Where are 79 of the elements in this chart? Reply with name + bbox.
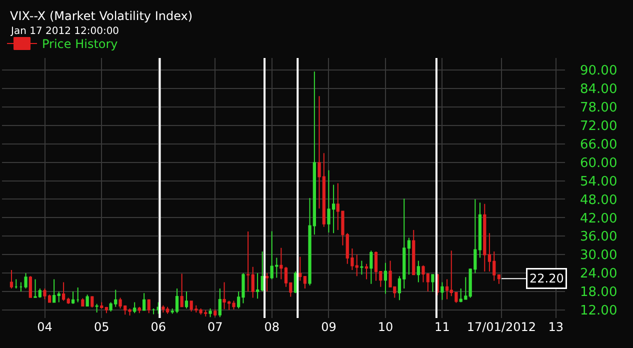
- candlestick: [100, 302, 104, 309]
- candlestick: [90, 296, 94, 308]
- x-tick-label: 13: [548, 320, 564, 334]
- candlestick: [407, 237, 411, 276]
- candlestick: [76, 287, 80, 303]
- x-tick-label: 05: [94, 320, 110, 334]
- candlestick: [10, 270, 14, 289]
- candlestick: [52, 278, 56, 303]
- candlestick: [384, 262, 388, 294]
- candlestick: [483, 203, 486, 272]
- candlestick: [28, 276, 32, 298]
- candlestick: [260, 251, 264, 292]
- legend-label: Price History: [42, 37, 118, 52]
- y-tick-label: 18.00: [580, 285, 618, 300]
- candlestick: [133, 302, 136, 314]
- candlestick: [24, 272, 28, 289]
- candlestick: [175, 288, 179, 314]
- y-tick-label: 30.00: [580, 248, 618, 264]
- x-tick-label: 06: [150, 320, 166, 334]
- candlestick: [360, 260, 364, 276]
- y-tick-label: 48.00: [580, 192, 618, 208]
- x-tick-label: 17/01/2012: [466, 320, 536, 334]
- candlestick: [66, 297, 70, 304]
- candlestick: [370, 250, 373, 284]
- candlestick: [440, 282, 444, 300]
- candlestick: [431, 274, 434, 292]
- y-tick-label: 54.00: [580, 174, 618, 190]
- y-tick-label: 84.00: [580, 82, 618, 98]
- candlestick: [184, 291, 188, 309]
- candlestick: [19, 282, 23, 292]
- candlestick: [104, 307, 108, 314]
- candlestick: [364, 263, 368, 280]
- y-tick-label: 78.00: [580, 100, 618, 116]
- candlestick: [95, 303, 98, 313]
- candlestick: [256, 272, 260, 300]
- candlestick: [251, 266, 254, 298]
- x-tick-label: 04: [37, 320, 52, 334]
- candlestick: [246, 231, 250, 292]
- candlestick: [14, 278, 18, 289]
- candlestick: [166, 306, 170, 314]
- candlestick: [478, 202, 482, 258]
- y-tick-label: 60.00: [580, 156, 618, 171]
- candlestick: [162, 304, 165, 313]
- candlestick: [138, 306, 141, 314]
- y-tick-label: 12.00: [580, 304, 618, 319]
- x-tick-label: 09: [321, 320, 336, 334]
- y-tick-label: 66.00: [580, 137, 618, 152]
- candlestick: [71, 291, 75, 304]
- annotation: 22.20: [530, 272, 564, 286]
- y-tick-label: 36.00: [580, 230, 618, 245]
- candlestick: [412, 230, 416, 276]
- candlestick: [298, 256, 302, 282]
- candlestick: [147, 298, 150, 314]
- candlestick: [86, 294, 89, 306]
- x-tick-label: 08: [264, 320, 280, 334]
- candlestick: [208, 308, 212, 318]
- x-tick-label: 10: [378, 320, 394, 334]
- y-tick-label: 90.00: [580, 64, 618, 79]
- candlestick: [152, 308, 156, 315]
- candlestick: [214, 308, 217, 317]
- candlestick: [156, 302, 160, 314]
- x-tick-label: 11: [434, 320, 450, 334]
- candlestick: [416, 260, 420, 283]
- y-tick-label: 24.00: [580, 266, 618, 282]
- candlestick: [142, 292, 146, 312]
- candlestick: [218, 288, 222, 318]
- candlestick: [497, 274, 500, 284]
- candlestick: [265, 272, 269, 292]
- y-tick-label: 42.00: [580, 211, 618, 226]
- x-tick-label: 07: [207, 320, 223, 334]
- chart-subtitle: Jan 17 2012 12:00:00: [10, 26, 120, 37]
- candlestick: [280, 247, 283, 280]
- candlestick: [303, 276, 307, 289]
- candlestick: [81, 298, 84, 306]
- y-tick-label: 72.00: [580, 118, 618, 134]
- candlestick: [180, 273, 184, 308]
- candlestick: [57, 291, 60, 303]
- candlestick: [62, 282, 66, 302]
- chart-title: VIX--X (Market Volatility Index): [10, 9, 193, 23]
